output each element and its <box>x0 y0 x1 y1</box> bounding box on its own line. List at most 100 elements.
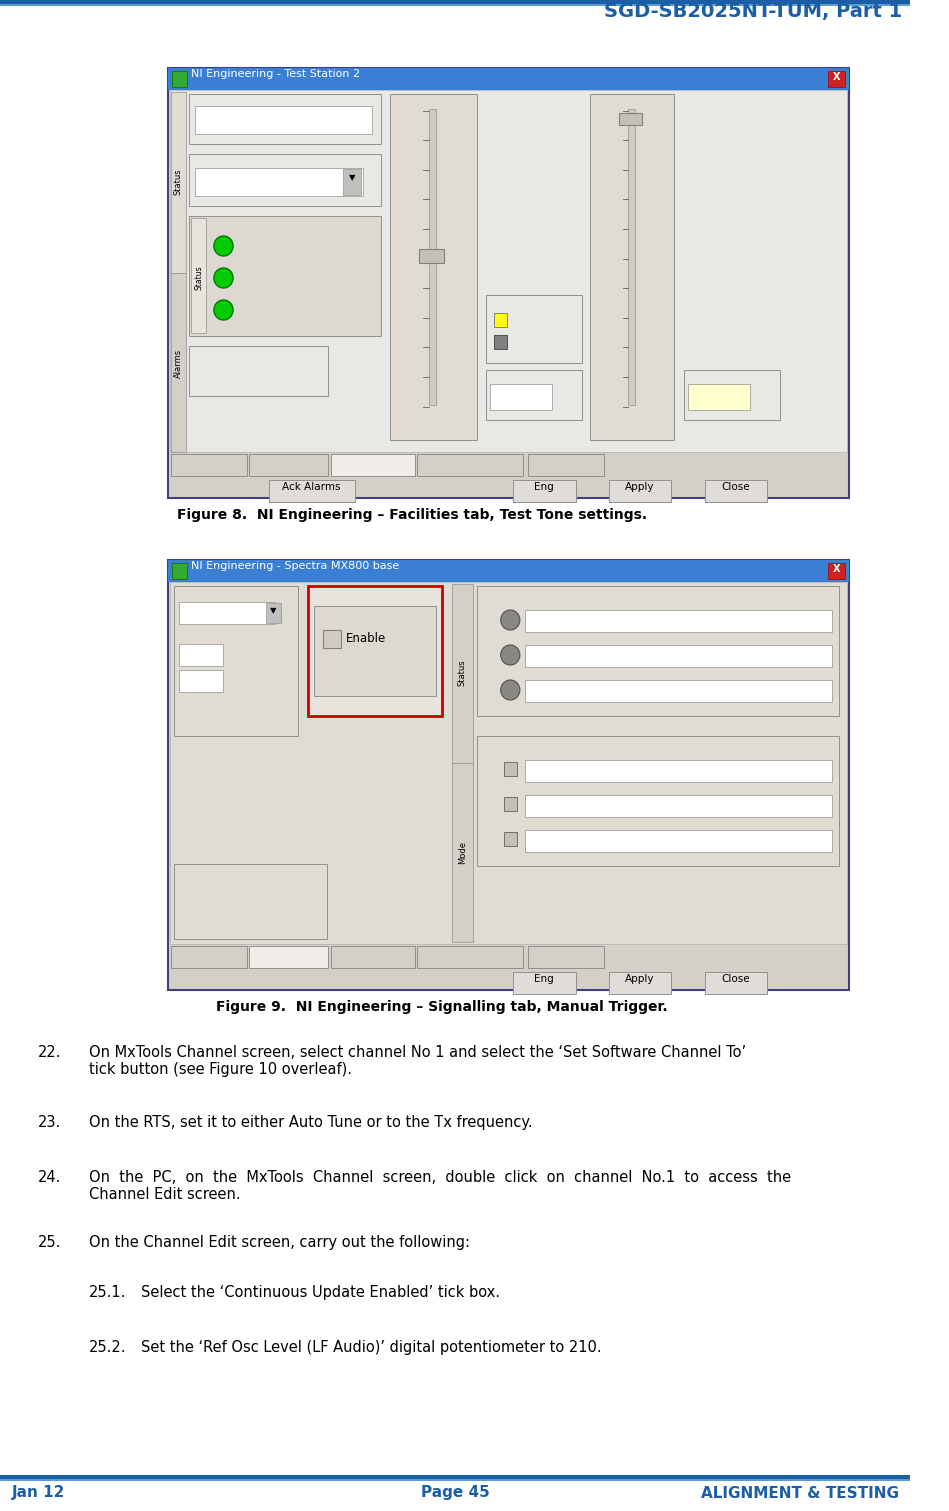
Text: Frequency: Frequency <box>490 372 537 379</box>
Text: Close: Close <box>721 482 750 493</box>
Bar <box>494 335 508 349</box>
Bar <box>189 154 381 205</box>
Text: Apply: Apply <box>625 975 655 984</box>
Bar <box>504 796 517 811</box>
Bar <box>168 68 849 499</box>
Text: Isolated Inputs: Isolated Inputs <box>482 586 555 597</box>
Text: Status: Status <box>174 169 183 195</box>
Bar <box>476 586 839 716</box>
Text: Signalling: Signalling <box>263 949 314 959</box>
Bar <box>525 830 831 852</box>
Bar <box>0 0 910 5</box>
Text: 22.: 22. <box>38 1046 62 1061</box>
Text: Handset: Handset <box>544 456 587 467</box>
Text: ▼: ▼ <box>349 172 355 181</box>
Bar <box>528 946 605 969</box>
Text: 2: 2 <box>488 795 494 805</box>
Bar <box>314 606 437 697</box>
Text: Test Tone: Test Tone <box>411 95 456 104</box>
Text: Facilities: Facilities <box>350 949 396 959</box>
Text: On the RTS, set it to either Auto Tune or to the Tx frequency.: On the RTS, set it to either Auto Tune o… <box>89 1115 532 1130</box>
Bar <box>490 384 552 409</box>
Text: Network: Network <box>239 240 286 249</box>
Bar <box>504 833 517 846</box>
Bar <box>324 630 341 648</box>
Circle shape <box>501 610 520 630</box>
Text: Ack Alarms: Ack Alarms <box>283 482 341 493</box>
Text: PLL: PLL <box>239 304 258 314</box>
Bar <box>344 169 361 195</box>
Bar <box>525 795 831 817</box>
Text: Environment: Environment <box>437 456 503 467</box>
Bar <box>266 603 281 623</box>
Bar <box>179 669 222 692</box>
Text: Figure 9.  NI Engineering – Signalling tab, Manual Trigger.: Figure 9. NI Engineering – Signalling ta… <box>215 1000 667 1014</box>
Text: Signalling In: Signalling In <box>179 586 239 597</box>
Text: Apply: Apply <box>625 482 655 493</box>
Text: Environment: Environment <box>437 949 503 959</box>
Text: 0: 0 <box>628 409 636 420</box>
Bar <box>250 946 328 969</box>
Bar <box>331 453 416 476</box>
Bar <box>174 864 327 938</box>
Bar <box>525 610 831 632</box>
Text: Name: Name <box>195 95 224 104</box>
Text: Hz: Hz <box>753 388 765 397</box>
Bar <box>619 113 642 125</box>
Text: Enable: Enable <box>346 632 386 645</box>
Bar <box>494 313 508 326</box>
Bar <box>168 561 849 990</box>
Text: External: External <box>513 314 554 323</box>
Bar <box>170 970 847 988</box>
Bar <box>171 946 248 969</box>
Text: 25.1.: 25.1. <box>89 1284 126 1299</box>
Bar <box>307 586 442 716</box>
Text: Isolated Outputs: Isolated Outputs <box>482 737 564 746</box>
Text: Hz: Hz <box>555 388 568 397</box>
Text: Status: Status <box>457 660 467 686</box>
Text: Route: Route <box>490 296 516 305</box>
Text: Test Station 2: Test Station 2 <box>198 107 270 118</box>
Bar <box>171 453 248 476</box>
Bar <box>195 106 372 134</box>
Text: SGD-SB2025NT-TUM, Part 1: SGD-SB2025NT-TUM, Part 1 <box>605 2 902 21</box>
Bar <box>189 94 381 144</box>
Text: -4.4 dB: -4.4 dB <box>394 408 426 417</box>
Text: FW Config: FW Config <box>195 348 244 357</box>
Text: Select the ‘Continuous Update Enabled’ tick box.: Select the ‘Continuous Update Enabled’ t… <box>141 1284 500 1299</box>
Circle shape <box>501 645 520 665</box>
Text: Page 45: Page 45 <box>420 1485 490 1500</box>
Bar <box>171 273 186 452</box>
Text: X: X <box>832 73 840 82</box>
Bar <box>174 586 298 736</box>
Text: Figure 8.  NI Engineering – Facilities tab, Test Tone settings.: Figure 8. NI Engineering – Facilities ta… <box>177 508 647 521</box>
Text: NI Engineering - Test Station 2: NI Engineering - Test Station 2 <box>191 70 360 79</box>
Bar <box>0 1475 910 1479</box>
Bar <box>504 762 517 777</box>
Bar <box>195 168 363 196</box>
Text: Lower: Lower <box>226 674 254 684</box>
Text: Alarms: Alarms <box>174 349 183 378</box>
Bar <box>486 295 583 363</box>
Text: 24.: 24. <box>38 1170 62 1185</box>
Bar <box>688 384 750 409</box>
Text: On the Channel Edit screen, carry out the following:: On the Channel Edit screen, carry out th… <box>89 1234 470 1250</box>
Bar <box>419 249 444 263</box>
Text: Jan 12: Jan 12 <box>11 1485 65 1500</box>
Bar <box>452 583 473 763</box>
Text: On MxTools Channel screen, select channel No 1 and select the ‘Set Software Chan: On MxTools Channel screen, select channe… <box>89 1046 746 1077</box>
Bar <box>189 216 381 335</box>
Bar <box>191 218 206 332</box>
Text: ALIGNMENT & TESTING: ALIGNMENT & TESTING <box>700 1485 899 1500</box>
Text: On  the  PC,  on  the  MxTools  Channel  screen,  double  click  on  channel  No: On the PC, on the MxTools Channel screen… <box>89 1170 791 1203</box>
Bar <box>418 453 523 476</box>
Bar <box>609 972 672 994</box>
Bar <box>452 763 473 941</box>
Bar <box>525 680 831 703</box>
Text: Network: Network <box>513 335 554 346</box>
Bar <box>172 564 187 579</box>
Bar <box>528 453 605 476</box>
Text: 1011: 1011 <box>493 385 521 396</box>
Circle shape <box>214 267 233 289</box>
Text: Voltage:     1023: Voltage: 1023 <box>181 913 261 923</box>
